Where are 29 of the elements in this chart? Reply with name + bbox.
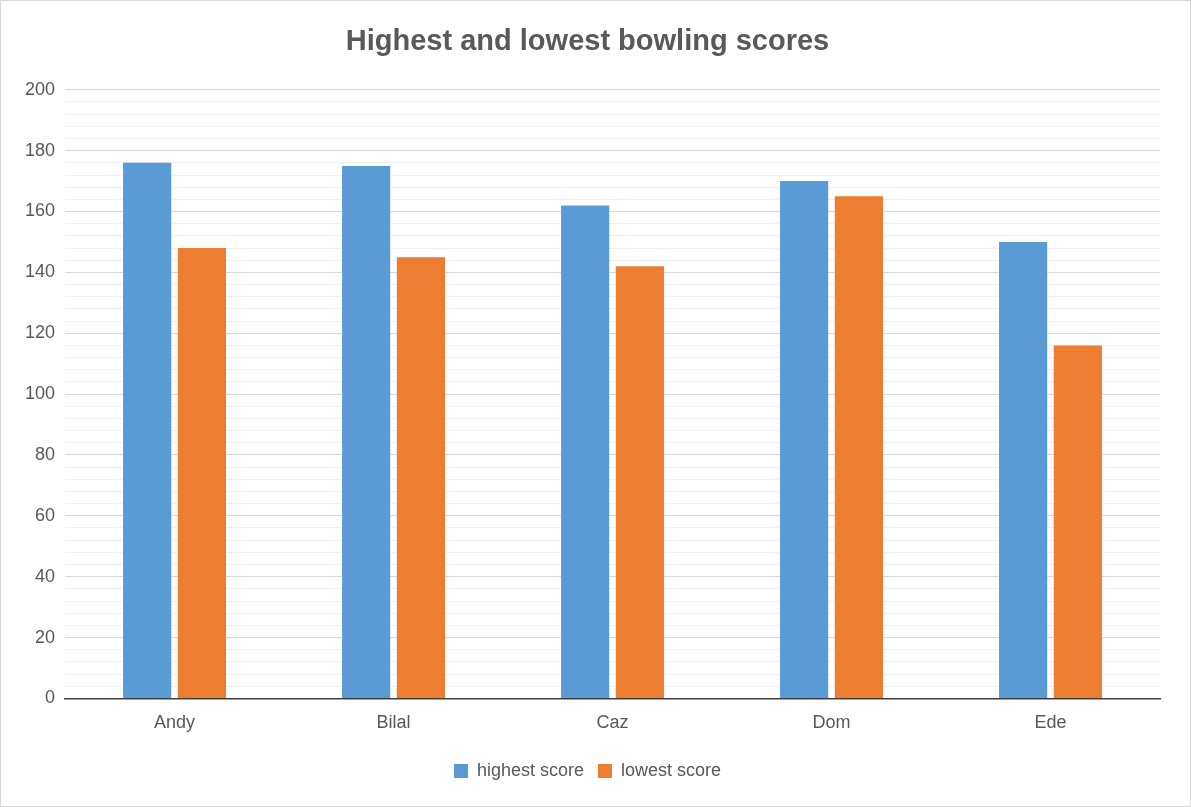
- legend-label: lowest score: [621, 759, 722, 780]
- bar: [396, 257, 445, 698]
- y-tick-label: 100: [24, 383, 56, 404]
- y-tick-label: 60: [35, 504, 56, 525]
- bar: [780, 181, 829, 698]
- y-tick-label: 40: [35, 565, 56, 586]
- y-tick-label: 180: [24, 139, 56, 160]
- bar: [615, 266, 664, 698]
- x-tick-label: Dom: [812, 712, 851, 733]
- chart-title: Highest and lowest bowling scores: [345, 24, 830, 57]
- bar: [342, 165, 391, 698]
- y-tick-label: 20: [35, 626, 56, 647]
- bar: [123, 162, 172, 698]
- bar: [999, 241, 1048, 698]
- bar: [834, 196, 883, 698]
- y-tick-label: 0: [45, 687, 56, 708]
- y-tick-label: 80: [35, 443, 56, 464]
- x-tick-label: Caz: [596, 712, 629, 733]
- y-tick-label: 140: [24, 261, 56, 282]
- y-tick-label: 160: [24, 200, 56, 221]
- bar: [177, 248, 226, 698]
- x-tick-label: Ede: [1034, 712, 1067, 733]
- y-tick-label: 200: [24, 78, 56, 99]
- y-tick-label: 120: [24, 322, 56, 343]
- x-tick-label: Bilal: [376, 712, 411, 733]
- legend-label: highest score: [476, 759, 585, 780]
- bar: [561, 205, 610, 698]
- bar: [1053, 345, 1102, 698]
- x-tick-label: Andy: [154, 712, 196, 733]
